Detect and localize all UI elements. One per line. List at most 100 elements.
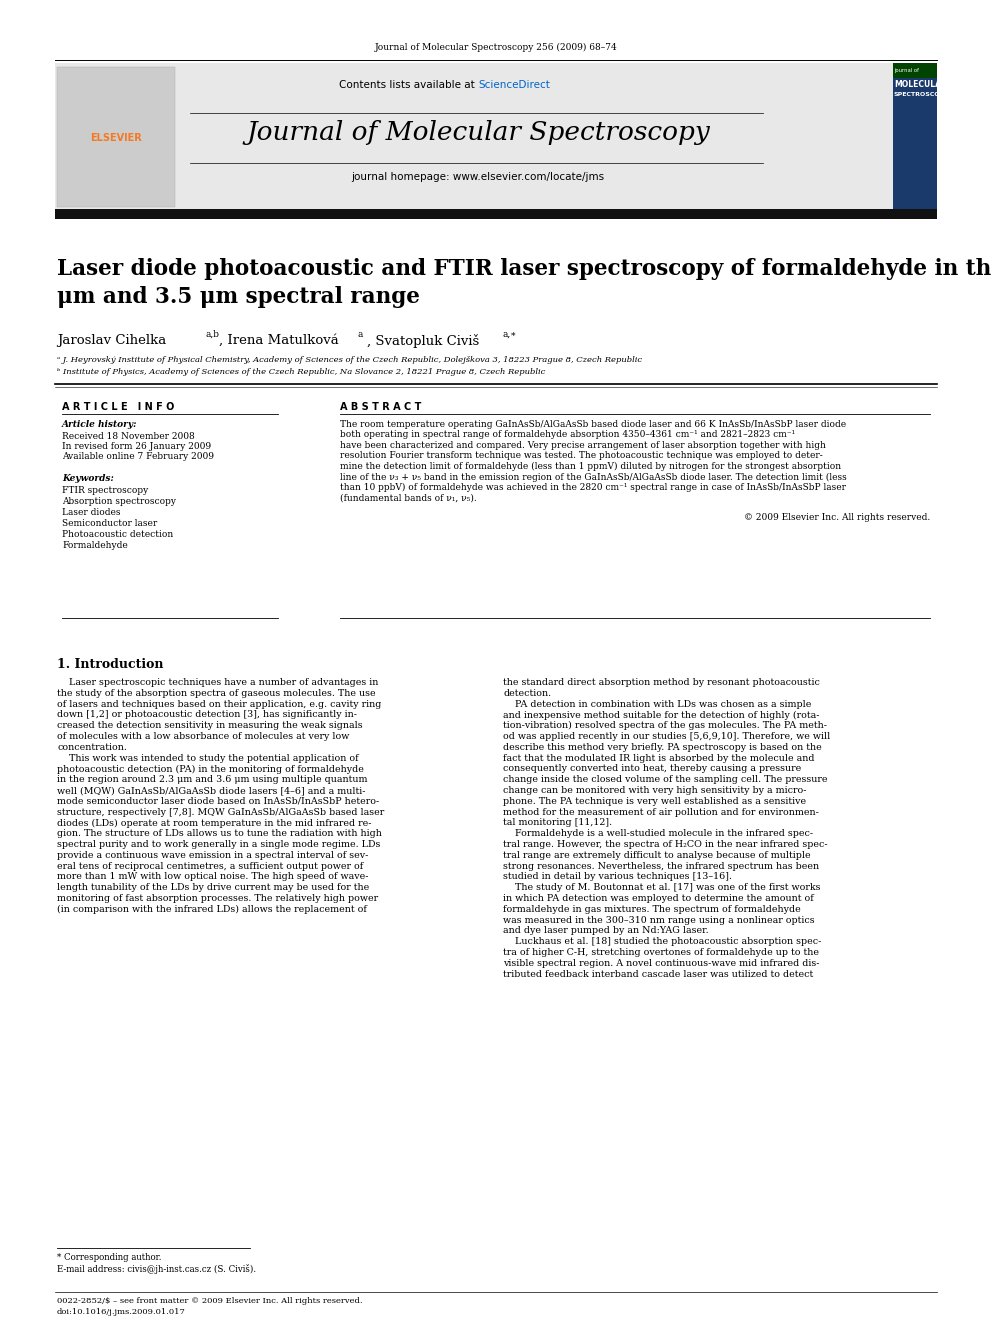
Text: © 2009 Elsevier Inc. All rights reserved.: © 2009 Elsevier Inc. All rights reserved… [744,513,930,523]
Text: change inside the closed volume of the sampling cell. The pressure: change inside the closed volume of the s… [503,775,827,785]
Text: tral range are extremely difficult to analyse because of multiple: tral range are extremely difficult to an… [503,851,810,860]
Text: * Corresponding author.: * Corresponding author. [57,1253,162,1262]
Text: Luckhaus et al. [18] studied the photoacoustic absorption spec-: Luckhaus et al. [18] studied the photoac… [503,937,821,946]
Text: Formaldehyde: Formaldehyde [62,541,128,550]
Text: in the region around 2.3 μm and 3.6 μm using multiple quantum: in the region around 2.3 μm and 3.6 μm u… [57,775,367,785]
Bar [55,64,893,210]
Text: formaldehyde in gas mixtures. The spectrum of formaldehyde: formaldehyde in gas mixtures. The spectr… [503,905,801,914]
Text: in which PA detection was employed to determine the amount of: in which PA detection was employed to de… [503,894,813,904]
Text: mode semiconductor laser diode based on InAsSb/InAsSbP hetero-: mode semiconductor laser diode based on … [57,796,379,806]
Text: , Irena Matulková: , Irena Matulková [219,333,338,347]
Text: Article history:: Article history: [62,419,138,429]
Text: tributed feedback interband cascade laser was utilized to detect: tributed feedback interband cascade lase… [503,970,813,979]
Text: Semiconductor laser: Semiconductor laser [62,519,158,528]
Text: ELSEVIER: ELSEVIER [90,134,142,143]
Text: length tunability of the LDs by drive current may be used for the: length tunability of the LDs by drive cu… [57,884,369,892]
Text: Formaldehyde is a well-studied molecule in the infrared spec-: Formaldehyde is a well-studied molecule … [503,830,813,839]
Text: down [1,2] or photoacoustic detection [3], has significantly in-: down [1,2] or photoacoustic detection [3… [57,710,357,720]
Text: creased the detection sensitivity in measuring the weak signals: creased the detection sensitivity in mea… [57,721,363,730]
Text: 0022-2852/$ – see front matter © 2009 Elsevier Inc. All rights reserved.: 0022-2852/$ – see front matter © 2009 El… [57,1297,362,1304]
Text: tral range. However, the spectra of H₂CO in the near infrared spec-: tral range. However, the spectra of H₂CO… [503,840,827,849]
Text: method for the measurement of air pollution and for environmen-: method for the measurement of air pollut… [503,807,818,816]
Text: gion. The structure of LDs allows us to tune the radiation with high: gion. The structure of LDs allows us to … [57,830,382,839]
Text: A B S T R A C T: A B S T R A C T [340,402,422,411]
Bar [55,209,937,220]
Text: than 10 ppbV) of formaldehyde was achieved in the 2820 cm⁻¹ spectral range in ca: than 10 ppbV) of formaldehyde was achiev… [340,483,846,492]
Text: journal homepage: www.elsevier.com/locate/jms: journal homepage: www.elsevier.com/locat… [351,172,604,183]
Text: both operating in spectral range of formaldehyde absorption 4350–4361 cm⁻¹ and 2: both operating in spectral range of form… [340,430,796,439]
Text: Received 18 November 2008: Received 18 November 2008 [62,433,194,441]
Text: tion-vibration) resolved spectra of the gas molecules. The PA meth-: tion-vibration) resolved spectra of the … [503,721,827,730]
Text: ScienceDirect: ScienceDirect [478,79,550,90]
Text: diodes (LDs) operate at room temperature in the mid infrared re-: diodes (LDs) operate at room temperature… [57,819,371,827]
Text: FTIR spectroscopy: FTIR spectroscopy [62,486,148,495]
Text: 1. Introduction: 1. Introduction [57,658,164,671]
Text: photoacoustic detection (PA) in the monitoring of formaldehyde: photoacoustic detection (PA) in the moni… [57,765,364,774]
Text: E-mail address: civis@jh-inst.cas.cz (S. Civiš).: E-mail address: civis@jh-inst.cas.cz (S.… [57,1263,256,1274]
Text: of lasers and techniques based on their application, e.g. cavity ring: of lasers and techniques based on their … [57,700,381,709]
Text: SPECTROSCOPY: SPECTROSCOPY [894,93,949,97]
Text: (in comparison with the infrared LDs) allows the replacement of: (in comparison with the infrared LDs) al… [57,905,367,914]
Text: have been characterized and compared. Very precise arrangement of laser absorpti: have been characterized and compared. Ve… [340,441,826,450]
Text: eral tens of reciprocal centimetres, a sufficient output power of: eral tens of reciprocal centimetres, a s… [57,861,363,871]
Text: This work was intended to study the potential application of: This work was intended to study the pote… [57,754,359,762]
Text: the study of the absorption spectra of gaseous molecules. The use: the study of the absorption spectra of g… [57,689,376,697]
Text: a: a [357,329,362,339]
Text: Jaroslav Cihelka: Jaroslav Cihelka [57,333,167,347]
Text: MOLECULAR: MOLECULAR [894,79,947,89]
Text: mine the detection limit of formaldehyde (less than 1 ppmV) diluted by nitrogen : mine the detection limit of formaldehyde… [340,462,841,471]
Text: tal monitoring [11,12].: tal monitoring [11,12]. [503,819,612,827]
Text: visible spectral region. A novel continuous-wave mid infrared dis-: visible spectral region. A novel continu… [503,959,819,968]
Text: provide a continuous wave emission in a spectral interval of sev-: provide a continuous wave emission in a … [57,851,368,860]
Text: Journal of Molecular Spectroscopy: Journal of Molecular Spectroscopy [246,120,710,146]
Text: detection.: detection. [503,689,552,697]
Bar [57,67,175,206]
Text: doi:10.1016/j.jms.2009.01.017: doi:10.1016/j.jms.2009.01.017 [57,1308,186,1316]
Text: and inexpensive method suitable for the detection of highly (rota-: and inexpensive method suitable for the … [503,710,819,720]
Text: monitoring of fast absorption processes. The relatively high power: monitoring of fast absorption processes.… [57,894,378,904]
Text: spectral purity and to work generally in a single mode regime. LDs: spectral purity and to work generally in… [57,840,380,849]
Bar [893,64,937,210]
Text: od was applied recently in our studies [5,6,9,10]. Therefore, we will: od was applied recently in our studies [… [503,732,830,741]
Text: of molecules with a low absorbance of molecules at very low: of molecules with a low absorbance of mo… [57,732,349,741]
Text: Laser spectroscopic techniques have a number of advantages in: Laser spectroscopic techniques have a nu… [57,677,378,687]
Text: (fundamental bands of ν₁, ν₅).: (fundamental bands of ν₁, ν₅). [340,493,477,503]
Text: describe this method very briefly. PA spectroscopy is based on the: describe this method very briefly. PA sp… [503,742,821,751]
Text: studied in detail by various techniques [13–16].: studied in detail by various techniques … [503,872,732,881]
Text: Available online 7 February 2009: Available online 7 February 2009 [62,452,214,460]
Text: consequently converted into heat, thereby causing a pressure: consequently converted into heat, thereb… [503,765,802,774]
Text: phone. The PA technique is very well established as a sensitive: phone. The PA technique is very well est… [503,796,806,806]
Text: PA detection in combination with LDs was chosen as a simple: PA detection in combination with LDs was… [503,700,811,709]
Text: , Svatopluk Civiš: , Svatopluk Civiš [367,333,479,348]
Text: line of the ν₃ + ν₅ band in the emission region of the GaInAsSb/AlGaAsSb diode l: line of the ν₃ + ν₅ band in the emission… [340,472,847,482]
Text: ᵃ J. Heyrovský Institute of Physical Chemistry, Academy of Sciences of the Czech: ᵃ J. Heyrovský Institute of Physical Che… [57,356,642,364]
Text: Laser diodes: Laser diodes [62,508,120,517]
Text: the standard direct absorption method by resonant photoacoustic: the standard direct absorption method by… [503,677,819,687]
Text: more than 1 mW with low optical noise. The high speed of wave-: more than 1 mW with low optical noise. T… [57,872,368,881]
Text: Photoacoustic detection: Photoacoustic detection [62,531,174,538]
Text: resolution Fourier transform technique was tested. The photoacoustic technique w: resolution Fourier transform technique w… [340,451,822,460]
Text: structure, respectively [7,8]. MQW GaInAsSb/AlGaAsSb based laser: structure, respectively [7,8]. MQW GaInA… [57,807,384,816]
Text: Absorption spectroscopy: Absorption spectroscopy [62,497,176,505]
Text: strong resonances. Nevertheless, the infrared spectrum has been: strong resonances. Nevertheless, the inf… [503,861,819,871]
Text: ᵇ Institute of Physics, Academy of Sciences of the Czech Republic, Na Slovance 2: ᵇ Institute of Physics, Academy of Scien… [57,368,546,376]
Text: The study of M. Boutonnat et al. [17] was one of the first works: The study of M. Boutonnat et al. [17] wa… [503,884,820,892]
Text: change can be monitored with very high sensitivity by a micro-: change can be monitored with very high s… [503,786,806,795]
Text: Keywords:: Keywords: [62,474,114,483]
Text: journal of: journal of [894,67,919,73]
Text: tra of higher C-H, stretching overtones of formaldehyde up to the: tra of higher C-H, stretching overtones … [503,949,819,957]
Text: and dye laser pumped by an Nd:YAG laser.: and dye laser pumped by an Nd:YAG laser. [503,926,708,935]
Text: was measured in the 300–310 nm range using a nonlinear optics: was measured in the 300–310 nm range usi… [503,916,814,925]
Text: A R T I C L E   I N F O: A R T I C L E I N F O [62,402,175,411]
Text: Contents lists available at: Contents lists available at [339,79,478,90]
Text: Laser diode photoacoustic and FTIR laser spectroscopy of formaldehyde in the 2.3: Laser diode photoacoustic and FTIR laser… [57,258,992,308]
Text: a,b: a,b [205,329,219,339]
Text: The room temperature operating GaInAsSb/AlGaAsSb based diode laser and 66 K InAs: The room temperature operating GaInAsSb/… [340,419,846,429]
Text: a,∗: a,∗ [502,329,517,339]
Text: concentration.: concentration. [57,742,127,751]
Bar [893,64,937,78]
Text: Journal of Molecular Spectroscopy 256 (2009) 68–74: Journal of Molecular Spectroscopy 256 (2… [375,44,617,52]
Text: well (MQW) GaInAsSb/AlGaAsSb diode lasers [4–6] and a multi-: well (MQW) GaInAsSb/AlGaAsSb diode laser… [57,786,365,795]
Text: fact that the modulated IR light is absorbed by the molecule and: fact that the modulated IR light is abso… [503,754,814,762]
Text: In revised form 26 January 2009: In revised form 26 January 2009 [62,442,211,451]
